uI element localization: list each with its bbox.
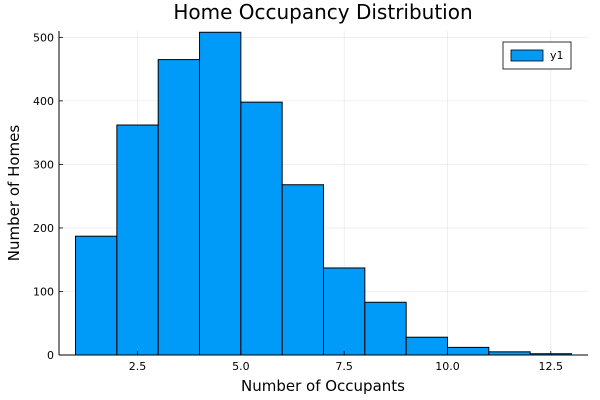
histogram-bar xyxy=(75,235,118,356)
y-tick-label: 500 xyxy=(33,31,54,44)
histogram-bar xyxy=(364,301,407,356)
x-axis-label: Number of Occupants xyxy=(241,377,405,395)
chart-title: Home Occupancy Distribution xyxy=(173,0,472,24)
histogram-bar xyxy=(446,346,490,356)
legend-swatch xyxy=(510,49,544,62)
plot-frame xyxy=(58,31,588,356)
y-tick-label: 0 xyxy=(47,349,54,362)
histogram-bar xyxy=(240,101,283,356)
y-tick-label: 400 xyxy=(33,95,54,108)
x-tick-label: 5.0 xyxy=(232,360,250,373)
histogram-bar xyxy=(405,336,448,356)
y-tick-label: 300 xyxy=(33,158,54,171)
bars-group xyxy=(75,31,572,356)
legend: y1 xyxy=(502,41,572,70)
x-tick-label: 7.5 xyxy=(335,360,353,373)
y-tick-label: 200 xyxy=(33,222,54,235)
legend-entry-y1: y1 xyxy=(550,49,564,62)
histogram-bar xyxy=(116,124,159,356)
y-tick-label: 100 xyxy=(33,285,54,298)
x-ticks: 2.5 5.0 7.5 10.0 12.5 xyxy=(129,351,563,373)
x-tick-label: 2.5 xyxy=(129,360,147,373)
histogram-bar xyxy=(199,31,242,356)
x-tick-label: 12.5 xyxy=(539,360,564,373)
x-tick-label: 10.0 xyxy=(435,360,460,373)
histogram-bar xyxy=(281,184,324,356)
histogram-bar xyxy=(157,59,201,356)
y-ticks: 0 100 200 300 400 500 xyxy=(33,31,63,362)
histogram-bar xyxy=(323,267,366,356)
y-axis-label: Number of Homes xyxy=(5,125,23,262)
